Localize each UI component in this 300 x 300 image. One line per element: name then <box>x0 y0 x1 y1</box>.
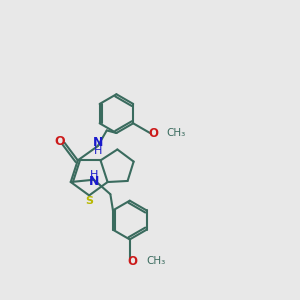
Text: H: H <box>90 170 98 180</box>
Text: O: O <box>128 255 138 268</box>
Text: CH₃: CH₃ <box>146 256 166 266</box>
Text: CH₃: CH₃ <box>167 128 186 138</box>
Text: H: H <box>94 146 102 156</box>
Text: S: S <box>85 196 93 206</box>
Text: O: O <box>55 135 65 148</box>
Text: O: O <box>148 127 158 140</box>
Text: N: N <box>89 175 99 188</box>
Text: N: N <box>93 136 103 149</box>
